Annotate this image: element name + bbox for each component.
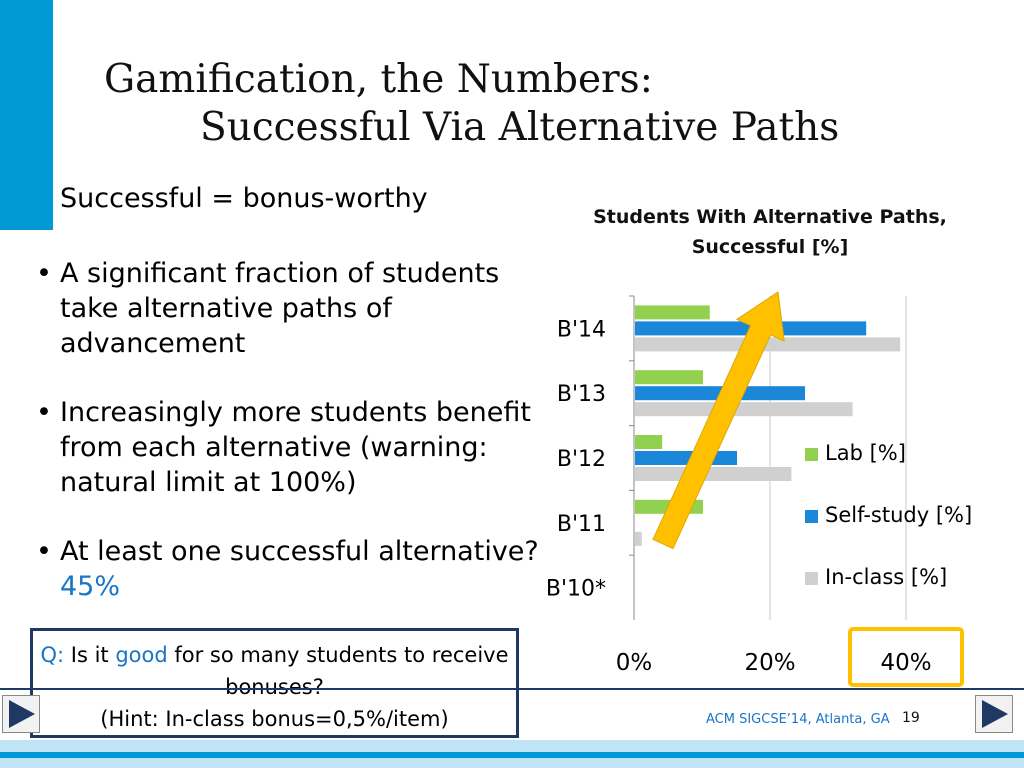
triangle-left-icon	[9, 700, 35, 728]
category-label: B'14	[557, 317, 606, 342]
triangle-right-icon	[982, 700, 1008, 728]
bar	[635, 370, 703, 385]
accent-bar	[0, 0, 53, 230]
bar	[635, 337, 901, 352]
highlight-box	[848, 627, 964, 687]
legend-label: Self-study [%]	[825, 503, 972, 527]
bullet-dot-icon: •	[36, 397, 52, 428]
bullet-text: Increasingly more students benefit from …	[60, 397, 531, 498]
bar	[635, 531, 642, 546]
bar	[635, 435, 663, 449]
bullet-item: • Increasingly more students benefit fro…	[36, 395, 556, 500]
bar	[635, 467, 792, 481]
footer-conference: ACM SIGCSE’14, Atlanta, GA	[706, 712, 890, 727]
bullet-text: A significant fraction of students take …	[60, 258, 500, 359]
footer-stripe	[0, 752, 1024, 758]
footer-divider	[0, 688, 1024, 690]
page-number: 19	[902, 710, 920, 726]
bullet-item: • At least one successful alternative? 4…	[36, 534, 556, 604]
chart-title: Students With Alternative Paths, Success…	[593, 206, 947, 258]
question-box: Q: Is it good for so many students to re…	[30, 628, 519, 738]
question-line: Q: Is it good for so many students to re…	[33, 639, 516, 703]
trend-arrow-icon	[652, 291, 785, 550]
legend-swatch	[805, 510, 818, 523]
x-tick-label: 20%	[744, 650, 795, 676]
title-line-1: Gamification, the Numbers:	[104, 57, 653, 102]
legend-label: Lab [%]	[825, 441, 906, 465]
bullet-dot-icon: •	[36, 536, 52, 567]
bar	[635, 451, 737, 465]
category-label: B'11	[557, 512, 606, 537]
bar	[635, 402, 853, 417]
slide-title: Gamification, the Numbers: Successful Vi…	[104, 56, 839, 152]
intro-text: Successful = bonus-worthy	[60, 183, 428, 214]
bullet-item: • A significant fraction of students tak…	[36, 256, 556, 361]
highlight-value: 45%	[60, 571, 121, 602]
bullet-list: • A significant fraction of students tak…	[36, 256, 556, 638]
x-tick-label: 40%	[880, 650, 931, 676]
hint-text: (Hint: In-class bonus=0,5%/item)	[100, 707, 449, 731]
bar-chart: 0% 20% 40% B'14 B'13 B'12 B'11 B'10* Lab [%] Self…	[546, 291, 972, 687]
question-text-b: for so many students to receive bonuses?	[167, 643, 509, 699]
category-label: B'12	[557, 447, 606, 472]
category-label: B'13	[557, 382, 606, 407]
legend-label: In-class [%]	[825, 565, 947, 589]
legend-swatch	[805, 448, 818, 461]
title-line-2: Successful Via Alternative Paths	[200, 105, 840, 150]
legend-swatch	[805, 572, 818, 585]
previous-slide-button[interactable]	[2, 695, 40, 733]
category-label: B'10*	[546, 577, 606, 602]
next-slide-button[interactable]	[975, 695, 1013, 733]
question-label: Q:	[40, 643, 65, 667]
bullet-text: At least one successful alternative?	[60, 536, 539, 567]
question-good-word: good	[115, 643, 168, 667]
bar	[635, 305, 710, 320]
question-text-a: Is it	[64, 643, 116, 667]
bullet-dot-icon: •	[36, 258, 52, 289]
x-tick-label: 0%	[616, 650, 653, 676]
